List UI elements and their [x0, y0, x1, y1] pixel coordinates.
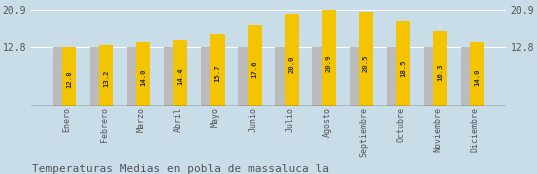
- Bar: [164, 47, 178, 106]
- Text: 20.5: 20.5: [363, 55, 369, 72]
- Text: 14.0: 14.0: [140, 68, 146, 86]
- Text: 14.4: 14.4: [177, 68, 183, 85]
- Text: 17.6: 17.6: [252, 61, 258, 78]
- Bar: [90, 47, 104, 106]
- Text: 20.9: 20.9: [326, 54, 332, 72]
- Bar: [387, 47, 401, 106]
- Bar: [396, 21, 410, 106]
- Bar: [461, 47, 475, 106]
- Bar: [127, 47, 141, 106]
- Text: Temperaturas Medias en pobla de massaluca la: Temperaturas Medias en pobla de massaluc…: [32, 164, 329, 174]
- Bar: [424, 47, 438, 106]
- Bar: [470, 42, 484, 106]
- Bar: [313, 47, 326, 106]
- Bar: [211, 34, 224, 106]
- Text: 20.0: 20.0: [289, 56, 295, 73]
- Bar: [359, 12, 373, 106]
- Text: 12.8: 12.8: [66, 71, 72, 88]
- Bar: [285, 14, 299, 106]
- Bar: [62, 47, 76, 106]
- Bar: [173, 40, 187, 106]
- Bar: [53, 47, 67, 106]
- Bar: [322, 10, 336, 106]
- Bar: [99, 45, 113, 106]
- Text: 18.5: 18.5: [400, 59, 406, 77]
- Bar: [248, 25, 262, 106]
- Bar: [275, 47, 289, 106]
- Text: 13.2: 13.2: [103, 70, 109, 88]
- Bar: [238, 47, 252, 106]
- Text: 14.0: 14.0: [474, 68, 480, 86]
- Text: 16.3: 16.3: [437, 64, 443, 81]
- Bar: [350, 47, 364, 106]
- Text: 15.7: 15.7: [214, 65, 221, 82]
- Bar: [201, 47, 215, 106]
- Bar: [433, 31, 447, 106]
- Bar: [136, 42, 150, 106]
